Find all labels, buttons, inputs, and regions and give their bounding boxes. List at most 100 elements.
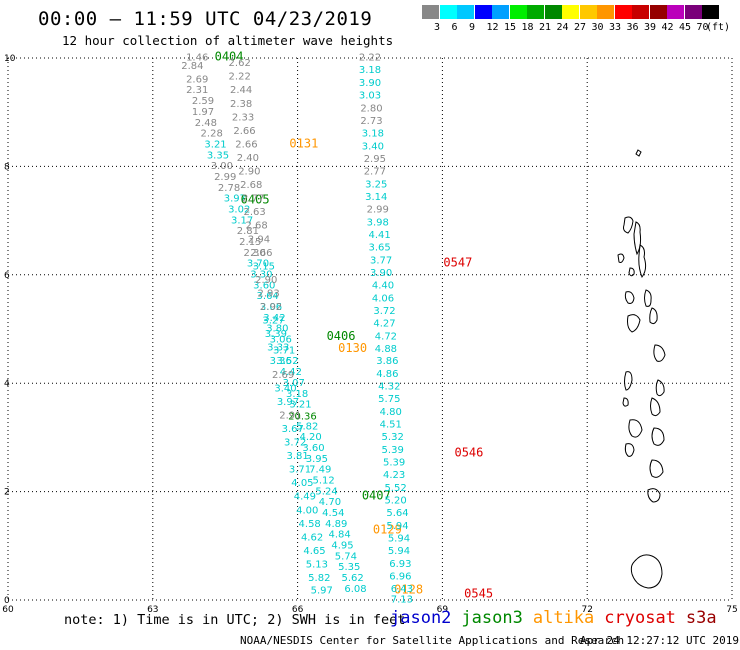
colorbar-label: 15 (504, 22, 517, 33)
pass-time-label-cryosat: 0545 (464, 586, 493, 600)
swh-value-altika: 2.91 (279, 410, 301, 421)
legend-item-s3a: s3a (685, 608, 717, 628)
swh-value-cryosat: 5.94 (388, 546, 410, 557)
colorbar-label: 39 (644, 22, 657, 33)
swh-value-jason3: 3.21 (204, 139, 226, 150)
x-tick-label: 60 (2, 605, 14, 615)
colorbar-cell (492, 5, 509, 19)
island-outline (638, 244, 647, 279)
swh-value-cryosat: 5.94 (386, 521, 408, 532)
units-note: note: 1) Time is in UTC; 2) SWH is in fe… (64, 612, 406, 628)
swh-value-jason3: 3.35 (207, 150, 229, 161)
swh-value-jason3: 4.54 (322, 508, 344, 519)
swh-value-cryosat: 3.86 (376, 356, 398, 367)
swh-value-cryosat: 5.20 (384, 496, 406, 507)
swh-value-cryosat: 4.06 (372, 293, 394, 304)
credit-line: NOAA/NESDIS Center for Satellite Applica… (240, 634, 625, 647)
swh-value-cryosat: 4.51 (380, 420, 402, 431)
swh-value-cryosat: 3.40 (362, 142, 384, 153)
colorbar-cell (562, 5, 579, 19)
x-tick-label: 75 (726, 605, 737, 615)
swh-value-cryosat: 5.52 (384, 483, 406, 494)
colorbar-label: 21 (539, 22, 552, 33)
y-tick-label: 2 (4, 488, 10, 498)
colorbar-cell (684, 5, 702, 19)
y-tick-label: 0 (4, 596, 10, 606)
swh-value-jason3: 5.24 (315, 486, 337, 497)
pass-time-label-altika: 0130 (338, 341, 367, 355)
island-outline (624, 443, 635, 457)
swh-value-cryosat: 5.75 (378, 394, 400, 405)
island-outline (653, 344, 666, 362)
swh-value-altika: 2.40 (237, 153, 259, 164)
swh-value-altika: 2.68 (245, 221, 267, 232)
swh-value-altika: 2.68 (240, 180, 262, 191)
swh-value-altika: 2.69 (272, 370, 294, 381)
swh-value-jason3: 5.74 (335, 551, 357, 562)
swh-value-altika: 2.66 (250, 248, 272, 259)
swh-value-altika: 3.39 (265, 329, 287, 340)
swh-value-jason3: 4.70 (319, 497, 341, 508)
swh-value-cryosat: 4.27 (373, 318, 395, 329)
swh-value-altika: 2.38 (230, 99, 252, 110)
colorbar-label: 9 (469, 22, 476, 33)
island-outline (624, 291, 635, 304)
colorbar-label: 42 (661, 22, 674, 33)
chart-subtitle: 12 hour collection of altimeter wave hei… (62, 33, 394, 48)
swh-value-altika: 2.93 (258, 288, 280, 299)
pass-time-label-jason3: 0407 (362, 489, 391, 503)
island-outline (627, 314, 641, 333)
swh-value-jason3: 3.52 (276, 356, 298, 367)
swh-value-cryosat: 5.32 (382, 432, 404, 443)
colorbar-label: 27 (574, 22, 587, 33)
swh-value-jason3: 2.15 (239, 237, 261, 248)
island-outline (628, 267, 635, 277)
colorbar-label: (ft) (706, 22, 731, 33)
swh-value-altika: 3.97 (277, 397, 299, 408)
colorbar-cell (649, 5, 667, 19)
swh-value-jason3: 3.80 (266, 324, 288, 335)
swh-value-cryosat: 4.80 (380, 407, 402, 418)
swh-value-cryosat: 3.03 (359, 91, 381, 102)
legend-item-jason3: jason3 (461, 608, 523, 628)
colorbar-cell (474, 5, 492, 19)
swh-value-altika: 3.40 (274, 383, 296, 394)
swh-value-altika: 2.62 (229, 58, 251, 69)
colorbar-cell (544, 5, 562, 19)
pass-time-label-jason3: 0405 (241, 192, 270, 206)
swh-value-jason3: 3.06 (260, 302, 282, 313)
colorbar-cell (509, 5, 527, 19)
pass-time-label-altika: 0131 (289, 136, 318, 150)
swh-value-jason3: 2.81 (237, 226, 259, 237)
island-outline (649, 307, 658, 325)
swh-value-jason3: 3.64 (257, 291, 279, 302)
swh-value-altika: 5.82 (308, 573, 330, 584)
pass-time-label-jason3: 0406 (327, 329, 356, 343)
swh-value-altika: 2.90 (255, 275, 277, 286)
swh-value-altika: 5.97 (311, 585, 333, 596)
swh-value-jason3: 3.97 (224, 194, 246, 205)
swh-value-altika: 3.15 (253, 261, 275, 272)
swh-value-jason3: 1.46 (186, 53, 208, 64)
swh-value-altika: 3.67 (282, 424, 304, 435)
swh-value-jason3: 2.84 (181, 61, 203, 72)
colorbar-cell (527, 5, 544, 19)
swh-value-cryosat: 5.39 (383, 458, 405, 469)
y-tick-label: 10 (4, 54, 16, 64)
chart-title: 00:00 – 11:59 UTC 04/23/2019 (38, 8, 373, 30)
swh-value-jason3: 2.48 (195, 118, 217, 129)
swh-value-altika: 3.71 (289, 465, 311, 476)
swh-value-cryosat: 3.14 (365, 192, 387, 203)
swh-value-jason3: 3.00 (211, 161, 233, 172)
pass-time-label-cryosat: 0546 (454, 445, 483, 459)
swh-value-jason3: 5.12 (313, 475, 335, 486)
swh-value-cryosat: 4.41 (369, 230, 391, 241)
swh-value-cryosat: 6.93 (389, 559, 411, 570)
colorbar-label: 6 (451, 22, 458, 33)
colorbar-label: 33 (609, 22, 622, 33)
x-tick-label: 72 (581, 605, 592, 615)
swh-value-jason3: 3.70 (247, 259, 269, 270)
colorbar-cell (422, 5, 439, 19)
island-outline (635, 149, 642, 157)
